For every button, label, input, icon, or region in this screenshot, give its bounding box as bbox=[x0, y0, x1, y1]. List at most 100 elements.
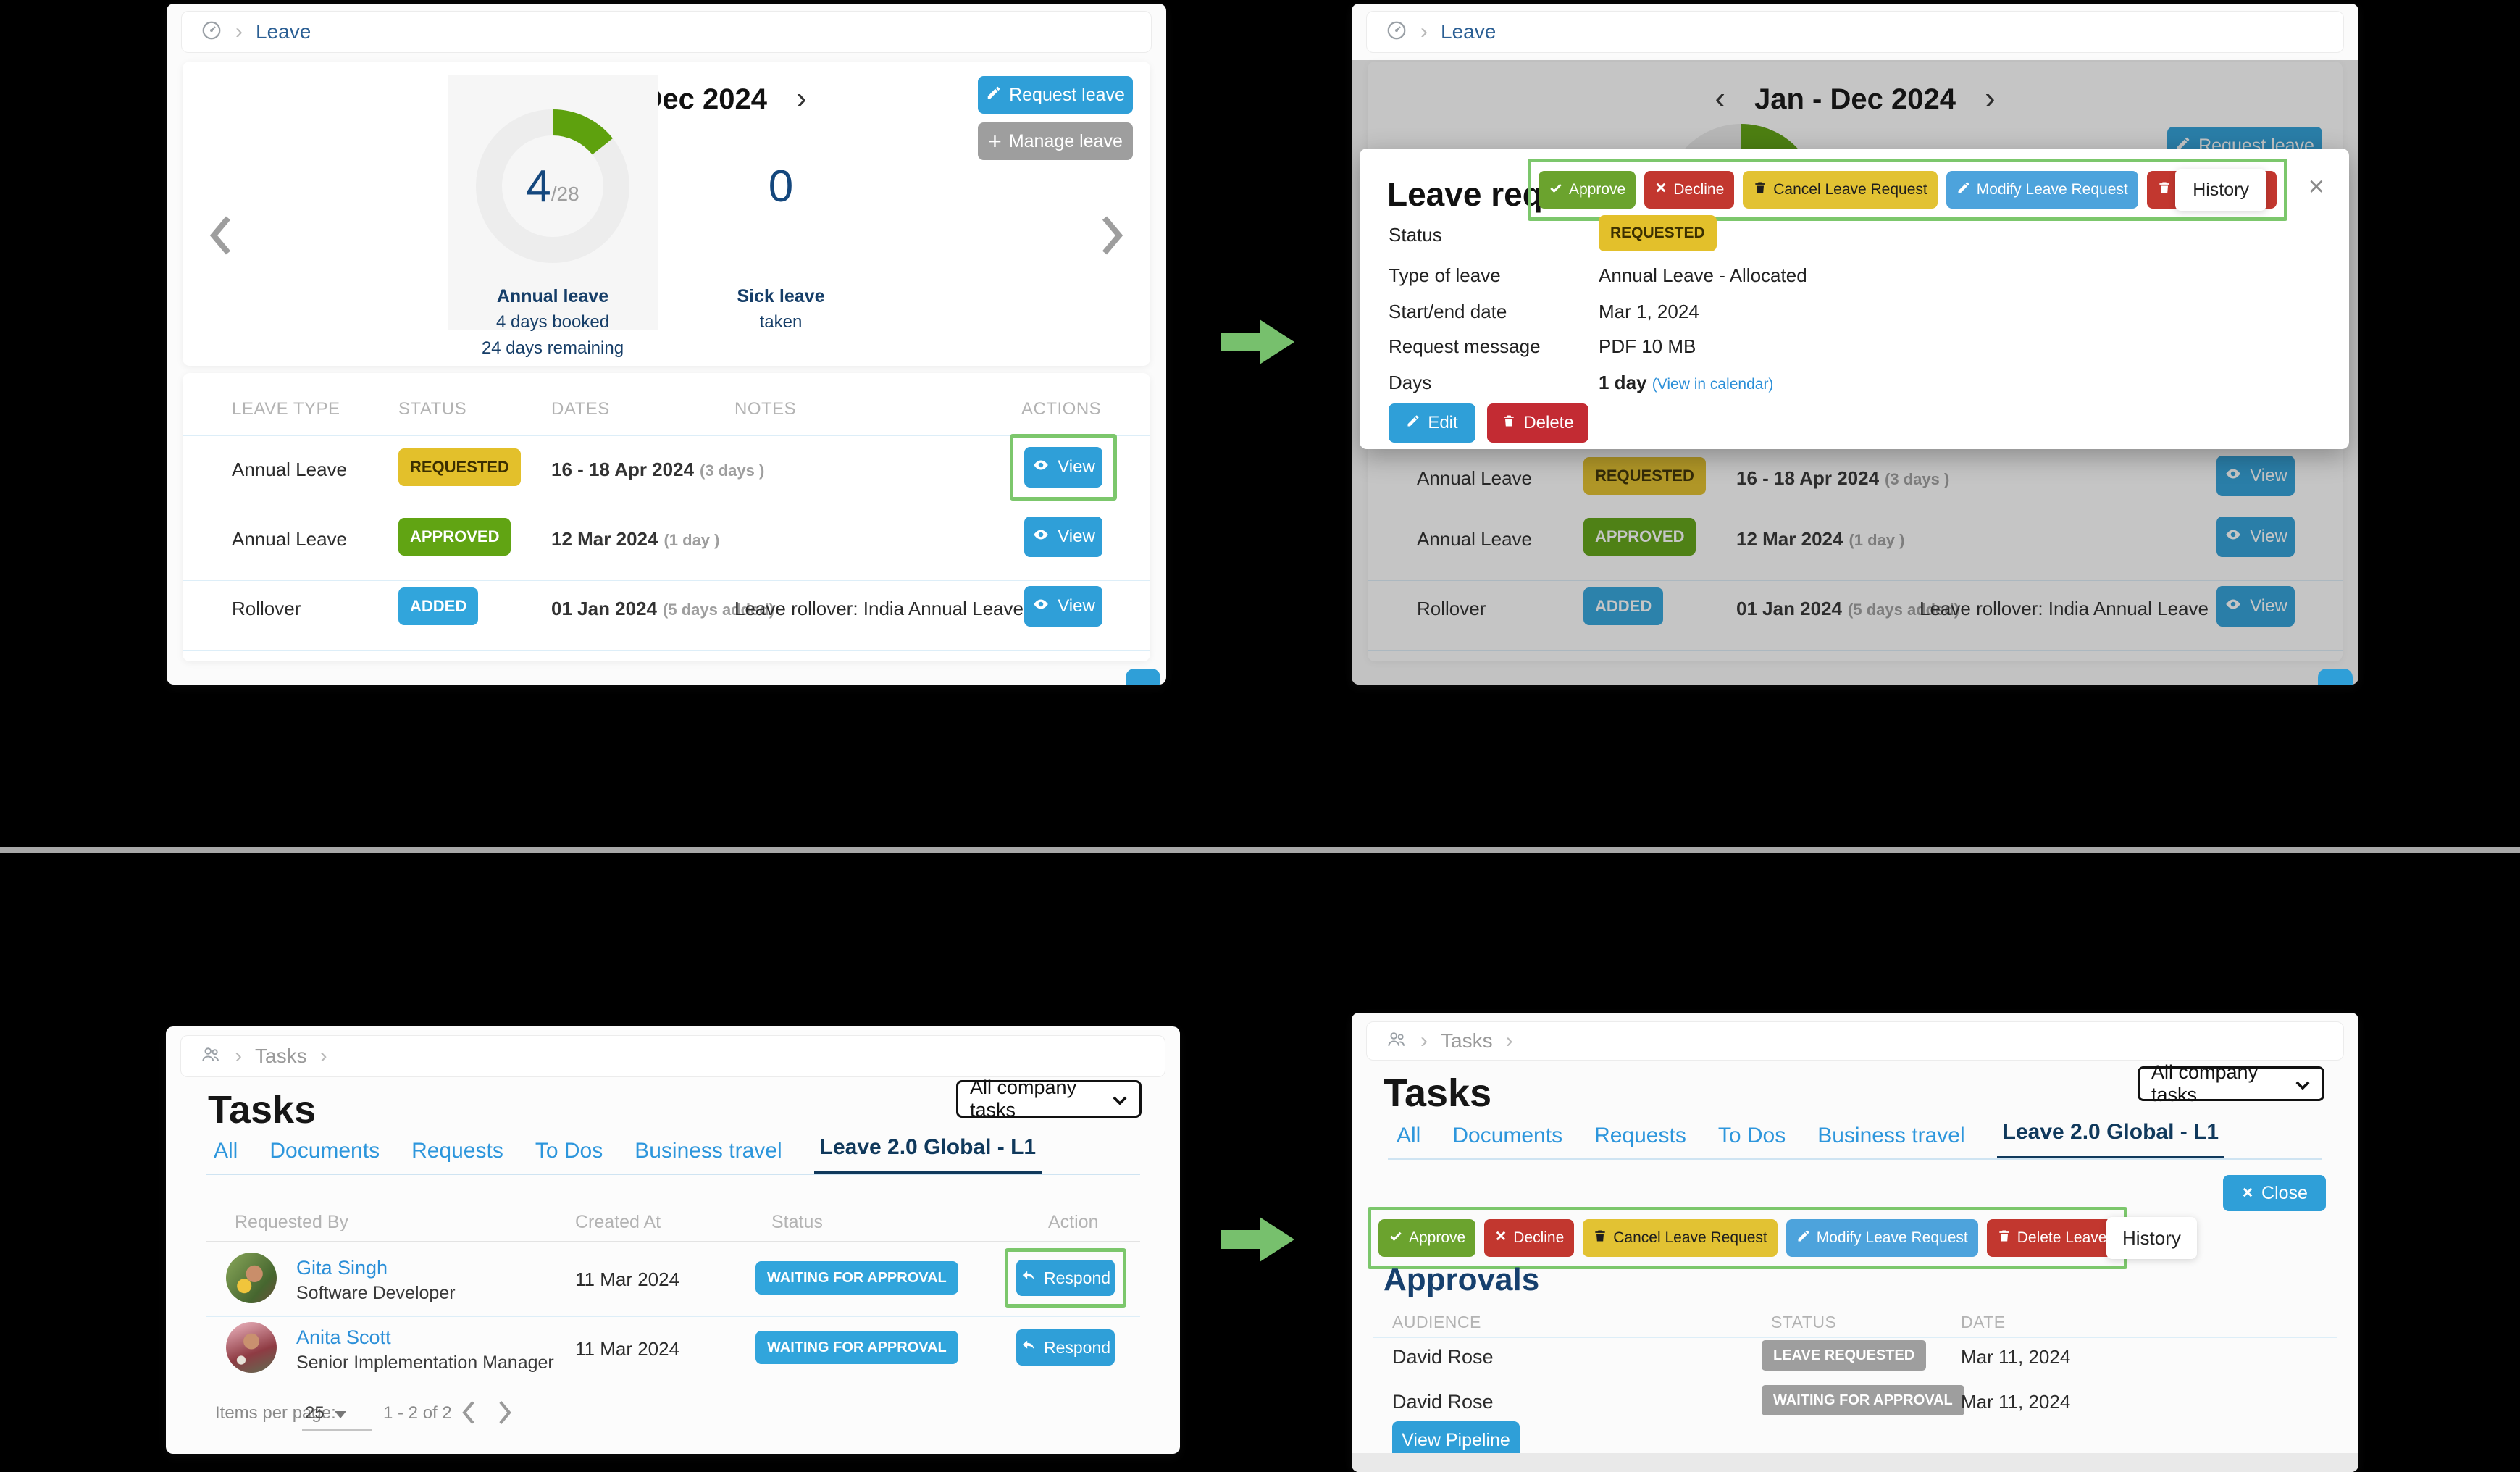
chat-widget[interactable] bbox=[2318, 669, 2353, 685]
view-pipeline-button[interactable]: View Pipeline bbox=[1392, 1421, 1520, 1459]
created-at: 11 Mar 2024 bbox=[575, 1338, 680, 1360]
tab-leave-2-0-global-l1[interactable]: Leave 2.0 Global - L1 bbox=[813, 1135, 1042, 1175]
view-button[interactable]: View bbox=[2216, 517, 2295, 557]
respond-label: Respond bbox=[1043, 1337, 1111, 1357]
tab-business-travel[interactable]: Business travel bbox=[635, 1139, 782, 1163]
start-end-date-label: Start/end date bbox=[1389, 301, 1507, 322]
respond-button[interactable]: Respond bbox=[1016, 1329, 1115, 1366]
chevron-right-icon: › bbox=[319, 1044, 327, 1068]
leave-dates: 01 Jan 2024 (5 days added) bbox=[1736, 598, 1960, 619]
view-label: View bbox=[2250, 527, 2287, 546]
close-icon[interactable]: × bbox=[2308, 172, 2324, 202]
respond-label: Respond bbox=[1043, 1268, 1111, 1287]
tab-business-travel[interactable]: Business travel bbox=[1817, 1124, 1965, 1147]
modify-leave-request-button[interactable]: Modify Leave Request bbox=[1946, 171, 2138, 209]
respond-button[interactable]: Respond bbox=[1016, 1260, 1115, 1296]
carousel-left-icon[interactable] bbox=[209, 215, 233, 259]
decline-button[interactable]: Decline bbox=[1484, 1219, 1575, 1257]
plus-icon: + bbox=[988, 128, 1002, 154]
delete-leave-button[interactable]: Delete Leave bbox=[1986, 1219, 2117, 1257]
requester-name-link[interactable]: Anita Scott bbox=[296, 1326, 391, 1348]
view-button[interactable]: View bbox=[1024, 517, 1102, 557]
items-per-page-select[interactable]: 25 bbox=[305, 1403, 346, 1423]
approve-button[interactable]: Approve bbox=[1539, 171, 1636, 209]
tasks-tabs: All Documents Requests To Dos Business t… bbox=[1397, 1120, 2225, 1160]
chevron-right-icon: › bbox=[1420, 20, 1428, 43]
sick-leave-value: 0 bbox=[768, 161, 794, 212]
approve-button[interactable]: Approve bbox=[1378, 1219, 1476, 1257]
chat-widget[interactable] bbox=[1126, 669, 1160, 685]
status-badge: WAITING FOR APPROVAL bbox=[1762, 1385, 1964, 1415]
view-in-calendar-link[interactable]: (View in calendar) bbox=[1652, 376, 1774, 393]
cancel-leave-request-button[interactable]: Cancel Leave Request bbox=[1743, 171, 1938, 209]
period-next-button[interactable]: › bbox=[795, 80, 807, 116]
status-badge: ADDED bbox=[398, 587, 479, 625]
view-button[interactable]: View bbox=[2216, 456, 2295, 496]
page-prev-icon[interactable] bbox=[461, 1400, 476, 1429]
task-filter-value: All company tasks bbox=[2151, 1061, 2259, 1105]
leave-dates: 01 Jan 2024 (5 days added) bbox=[551, 598, 775, 619]
tab-to-dos[interactable]: To Dos bbox=[1717, 1124, 1786, 1147]
tab-documents[interactable]: Documents bbox=[269, 1139, 380, 1163]
leave-notes: Leave rollover: India Annual Leave bbox=[734, 598, 1024, 619]
items-per-page-label: Items per page: bbox=[215, 1403, 336, 1423]
tab-leave-2-0-global-l1[interactable]: Leave 2.0 Global - L1 bbox=[1996, 1120, 2225, 1160]
period-next-button[interactable]: › bbox=[1984, 80, 1996, 116]
breadcrumb: › Leave bbox=[181, 11, 1152, 53]
cancel-leave-request-button[interactable]: Cancel Leave Request bbox=[1583, 1219, 1778, 1257]
page-next-icon[interactable] bbox=[498, 1400, 512, 1429]
status-badge: APPROVED bbox=[398, 518, 511, 556]
modify-leave-request-button[interactable]: Modify Leave Request bbox=[1786, 1219, 1978, 1257]
check-icon bbox=[1549, 180, 1563, 199]
tab-to-dos[interactable]: To Dos bbox=[535, 1139, 603, 1163]
col-actions: ACTIONS bbox=[1021, 399, 1102, 419]
tab-all[interactable]: All bbox=[1397, 1124, 1421, 1147]
eye-icon bbox=[1031, 456, 1050, 480]
x-icon bbox=[1654, 181, 1667, 198]
status-badge: REQUESTED bbox=[398, 448, 521, 486]
history-button[interactable]: History bbox=[2106, 1217, 2197, 1259]
leave-dates: 12 Mar 2024 (1 day ) bbox=[1736, 528, 1905, 550]
view-button[interactable]: View bbox=[1024, 447, 1102, 488]
task-filter-select[interactable]: All company tasks bbox=[2138, 1061, 2324, 1105]
view-label: View bbox=[1058, 596, 1095, 616]
requester-name-link[interactable]: Gita Singh bbox=[296, 1257, 388, 1279]
eye-icon bbox=[1031, 595, 1050, 619]
breadcrumb-tasks[interactable]: Tasks bbox=[255, 1045, 307, 1067]
edit-button[interactable]: Edit bbox=[1389, 403, 1475, 443]
tab-all[interactable]: All bbox=[214, 1139, 238, 1163]
breadcrumb-leave[interactable]: Leave bbox=[1441, 20, 1496, 43]
tab-documents[interactable]: Documents bbox=[1452, 1124, 1563, 1147]
col-status: Status bbox=[771, 1212, 823, 1232]
eye-icon bbox=[2224, 464, 2243, 488]
history-button[interactable]: History bbox=[2175, 169, 2266, 211]
task-filter-value: All company tasks bbox=[970, 1076, 1077, 1121]
tasks-tabs: All Documents Requests To Dos Business t… bbox=[214, 1135, 1042, 1175]
period-prev-button[interactable]: ‹ bbox=[1715, 80, 1726, 116]
status-badge: LEAVE REQUESTED bbox=[1762, 1340, 1927, 1371]
edit-label: Edit bbox=[1428, 413, 1458, 432]
trash-icon bbox=[1997, 1229, 2012, 1247]
leave-type: Annual Leave bbox=[1417, 467, 1533, 489]
task-filter-select[interactable]: All company tasks bbox=[956, 1076, 1142, 1121]
decline-label: Decline bbox=[1673, 181, 1725, 198]
tab-requests[interactable]: Requests bbox=[411, 1139, 503, 1163]
team-icon bbox=[1386, 1029, 1407, 1054]
request-leave-button[interactable]: Request leave bbox=[978, 76, 1133, 114]
panel-bottom-strip bbox=[1352, 1453, 2358, 1472]
close-button[interactable]: Close bbox=[2223, 1175, 2326, 1211]
status-badge: REQUESTED bbox=[1583, 457, 1706, 495]
decline-button[interactable]: Decline bbox=[1644, 171, 1735, 209]
manage-leave-button[interactable]: + Manage leave bbox=[978, 122, 1133, 160]
breadcrumb-tasks[interactable]: Tasks bbox=[1441, 1029, 1493, 1052]
annual-leave-remaining-label: 24 days remaining bbox=[481, 338, 624, 358]
tab-requests[interactable]: Requests bbox=[1594, 1124, 1686, 1147]
carousel-right-icon[interactable] bbox=[1100, 215, 1124, 259]
view-button[interactable]: View bbox=[2216, 586, 2295, 627]
view-button[interactable]: View bbox=[1024, 586, 1102, 627]
delete-button[interactable]: Delete bbox=[1487, 403, 1588, 443]
caret-down-icon bbox=[2295, 1073, 2311, 1095]
breadcrumb-leave[interactable]: Leave bbox=[256, 20, 311, 43]
close-label: Close bbox=[2261, 1182, 2308, 1203]
status-badge: ADDED bbox=[1583, 587, 1664, 625]
